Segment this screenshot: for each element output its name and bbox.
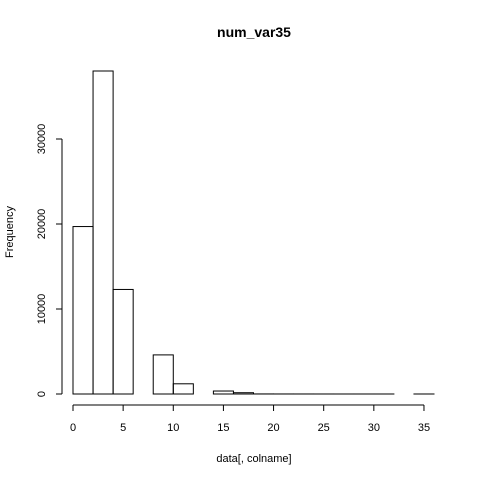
y-tick-label-10000: 10000 xyxy=(36,294,48,325)
histogram-bar-0 xyxy=(72,226,94,395)
x-tick-label-15: 15 xyxy=(217,422,229,434)
histogram-bar-5 xyxy=(172,383,194,395)
chart-title: num_var35 xyxy=(217,24,291,40)
x-axis-label: data[, colname] xyxy=(216,453,291,465)
y-tick-label-0: 0 xyxy=(36,391,48,397)
x-tick-label-25: 25 xyxy=(318,422,330,434)
x-tick-label-20: 20 xyxy=(267,422,279,434)
bars-group xyxy=(72,70,435,395)
histogram-bar-8 xyxy=(232,392,254,395)
histogram-bar-7 xyxy=(212,390,234,395)
histogram-bar-1 xyxy=(92,70,114,395)
histogram-bar-4 xyxy=(152,354,174,395)
x-tick-label-35: 35 xyxy=(418,422,430,434)
x-tick-label-30: 30 xyxy=(368,422,380,434)
y-axis: 0 10000 20000 30000 xyxy=(36,124,63,397)
y-tick-label-30000: 30000 xyxy=(36,124,48,155)
histogram-bar-2 xyxy=(112,288,134,395)
x-tick-label-5: 5 xyxy=(120,422,126,434)
x-tick-label-0: 0 xyxy=(70,422,76,434)
x-tick-label-10: 10 xyxy=(167,422,179,434)
x-axis: 0 5 10 15 20 25 30 35 xyxy=(70,404,430,434)
y-axis-label: Frequency xyxy=(4,206,16,258)
y-tick-label-20000: 20000 xyxy=(36,209,48,240)
